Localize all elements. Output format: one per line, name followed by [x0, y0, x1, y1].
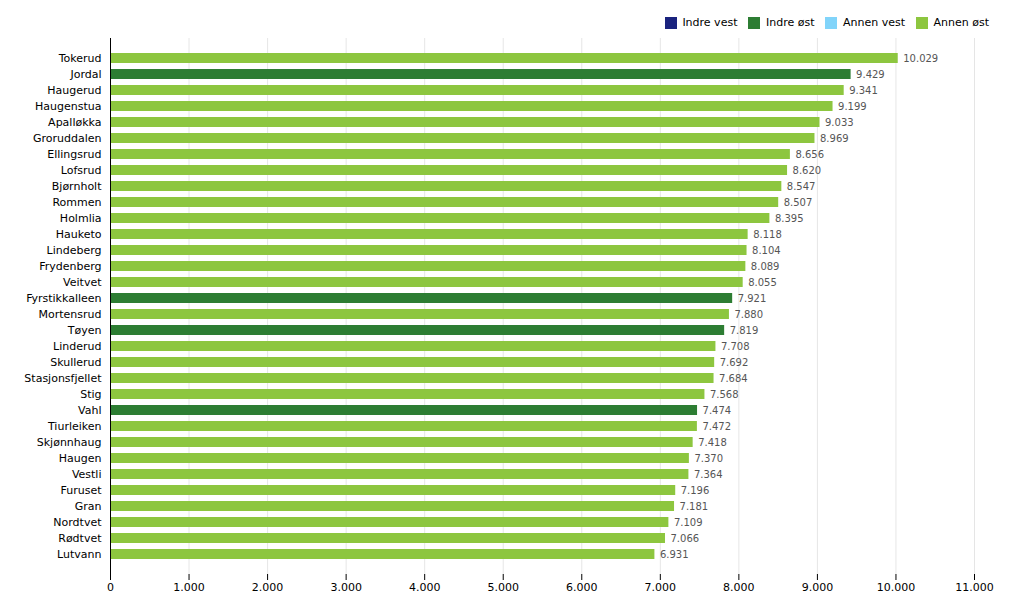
svg-text:8.104: 8.104	[752, 245, 781, 256]
svg-text:8.118: 8.118	[753, 229, 782, 240]
svg-text:7.708: 7.708	[721, 341, 750, 352]
svg-text:8.620: 8.620	[793, 165, 822, 176]
svg-text:Tiurleiken: Tiurleiken	[47, 420, 102, 433]
svg-text:8.969: 8.969	[820, 133, 849, 144]
svg-text:Holmlia: Holmlia	[60, 212, 102, 225]
html-text:Annen vest: Annen vest	[843, 16, 905, 29]
svg-text:7.880: 7.880	[734, 309, 763, 320]
svg-text:7.472: 7.472	[702, 421, 731, 432]
svg-text:Lutvann: Lutvann	[57, 548, 101, 561]
svg-text:Apalløkka: Apalløkka	[48, 116, 101, 129]
svg-text:Bjørnholt: Bjørnholt	[52, 180, 102, 193]
svg-text:9.000: 9.000	[802, 581, 834, 594]
svg-text:Mortensrud: Mortensrud	[38, 308, 101, 321]
html-text:Annen øst: Annen øst	[933, 16, 989, 29]
svg-text:Furuset: Furuset	[60, 484, 102, 497]
svg-text:7.418: 7.418	[698, 437, 727, 448]
svg-text:Nordtvet: Nordtvet	[53, 516, 102, 529]
svg-text:9.429: 9.429	[856, 69, 885, 80]
svg-text:9.199: 9.199	[838, 101, 867, 112]
svg-text:7.684: 7.684	[719, 373, 748, 384]
svg-text:7.568: 7.568	[710, 389, 739, 400]
svg-text:7.196: 7.196	[681, 485, 710, 496]
svg-text:7.692: 7.692	[720, 357, 749, 368]
svg-text:11.000: 11.000	[955, 581, 994, 594]
svg-text:Skullerud: Skullerud	[50, 356, 101, 369]
svg-text:1.000: 1.000	[173, 581, 205, 594]
svg-text:Haugerud: Haugerud	[47, 84, 101, 97]
svg-text:6.931: 6.931	[660, 549, 689, 560]
svg-text:7.109: 7.109	[674, 517, 703, 528]
svg-text:2.000: 2.000	[252, 581, 284, 594]
svg-text:7.370: 7.370	[694, 453, 723, 464]
svg-text:5.000: 5.000	[487, 581, 519, 594]
svg-text:Skjønnhaug: Skjønnhaug	[37, 436, 102, 449]
svg-text:Veitvet: Veitvet	[63, 276, 102, 289]
svg-text:Tøyen: Tøyen	[67, 324, 102, 337]
svg-text:Hauketo: Hauketo	[56, 228, 102, 241]
svg-text:7.921: 7.921	[738, 293, 767, 304]
svg-text:Vestli: Vestli	[72, 468, 102, 481]
svg-text:8.656: 8.656	[795, 149, 824, 160]
svg-text:8.089: 8.089	[751, 261, 780, 272]
svg-text:Stasjonsfjellet: Stasjonsfjellet	[24, 372, 102, 385]
svg-text:7.181: 7.181	[680, 501, 709, 512]
svg-text:Tokerud: Tokerud	[58, 52, 102, 65]
svg-text:4.000: 4.000	[409, 581, 441, 594]
svg-text:Vahl: Vahl	[78, 404, 101, 417]
svg-text:6.000: 6.000	[566, 581, 598, 594]
svg-text:Frydenberg: Frydenberg	[39, 260, 101, 273]
svg-text:7.000: 7.000	[645, 581, 677, 594]
svg-text:0: 0	[107, 581, 114, 594]
svg-text:8.055: 8.055	[748, 277, 777, 288]
svg-text:9.033: 9.033	[825, 117, 854, 128]
svg-text:7.819: 7.819	[730, 325, 759, 336]
html-text:Indre vest: Indre vest	[682, 16, 738, 29]
svg-text:Rødtvet: Rødtvet	[58, 532, 102, 545]
svg-text:Jordal: Jordal	[69, 68, 101, 81]
svg-text:8.547: 8.547	[787, 181, 816, 192]
svg-text:10.029: 10.029	[903, 53, 938, 64]
svg-text:Ellingsrud: Ellingsrud	[47, 148, 101, 161]
svg-text:Groruddalen: Groruddalen	[33, 132, 102, 145]
svg-text:8.395: 8.395	[775, 213, 804, 224]
svg-text:Fyrstikkalleen: Fyrstikkalleen	[26, 292, 101, 305]
svg-text:Stig: Stig	[80, 388, 101, 401]
svg-text:Haugen: Haugen	[59, 452, 102, 465]
svg-text:Haugenstua: Haugenstua	[35, 100, 101, 113]
svg-text:7.066: 7.066	[671, 533, 700, 544]
svg-text:Linderud: Linderud	[53, 340, 101, 353]
svg-text:7.364: 7.364	[694, 469, 723, 480]
svg-text:10.000: 10.000	[877, 581, 916, 594]
svg-text:9.341: 9.341	[849, 85, 878, 96]
svg-text:8.000: 8.000	[723, 581, 755, 594]
svg-text:7.474: 7.474	[703, 405, 732, 416]
html-text:Indre øst: Indre øst	[766, 16, 815, 29]
svg-text:Lindeberg: Lindeberg	[47, 244, 102, 257]
svg-text:3.000: 3.000	[330, 581, 362, 594]
svg-text:8.507: 8.507	[784, 197, 813, 208]
svg-text:Lofsrud: Lofsrud	[61, 164, 102, 177]
svg-text:Rommen: Rommen	[52, 196, 101, 209]
svg-text:Gran: Gran	[75, 500, 102, 513]
